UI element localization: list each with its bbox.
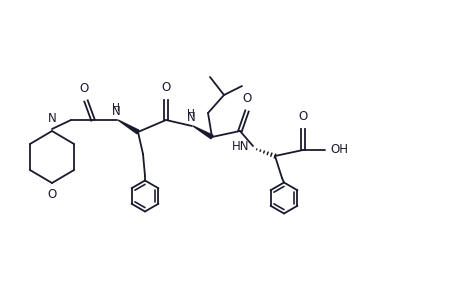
Text: N: N bbox=[187, 111, 195, 124]
Text: O: O bbox=[298, 110, 307, 124]
Text: O: O bbox=[242, 92, 252, 106]
Text: O: O bbox=[79, 82, 89, 95]
Text: N: N bbox=[47, 113, 56, 125]
Text: OH: OH bbox=[331, 143, 349, 156]
Text: H: H bbox=[112, 103, 120, 113]
Text: HN: HN bbox=[231, 141, 249, 153]
Polygon shape bbox=[118, 120, 139, 134]
Text: H: H bbox=[187, 109, 195, 120]
Text: O: O bbox=[161, 81, 171, 95]
Polygon shape bbox=[193, 126, 213, 139]
Text: O: O bbox=[47, 188, 57, 202]
Text: N: N bbox=[112, 105, 120, 118]
